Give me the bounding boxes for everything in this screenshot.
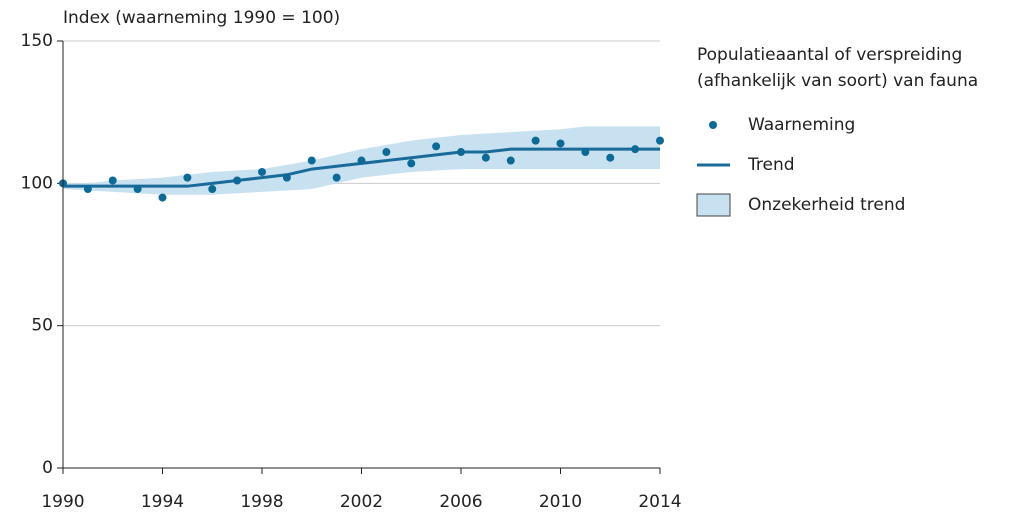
y-tick-label: 0 xyxy=(42,458,53,478)
observation-dot xyxy=(481,153,490,162)
observation-dot xyxy=(183,173,192,182)
observation-dot xyxy=(656,136,664,145)
observation-dot xyxy=(158,193,167,202)
observation-dot xyxy=(133,185,142,194)
x-tick-label: 1990 xyxy=(41,492,84,512)
legend-label: Waarneming xyxy=(748,115,855,135)
legend-dot xyxy=(709,121,717,129)
observation-dot xyxy=(332,173,341,182)
x-tick-label: 2006 xyxy=(439,492,482,512)
observation-dot xyxy=(506,156,515,165)
x-tick-label: 1998 xyxy=(240,492,283,512)
x-tick-label: 2010 xyxy=(539,492,582,512)
observation-dot xyxy=(307,156,316,165)
observation-dot xyxy=(407,159,416,168)
legend-label: Trend xyxy=(747,155,795,175)
observation-dot xyxy=(357,156,366,165)
y-tick-label: 100 xyxy=(21,173,53,193)
y-tick-label: 50 xyxy=(31,316,53,336)
observation-dot xyxy=(108,176,117,185)
legend-title: Populatieaantal of verspreiding (afhanke… xyxy=(697,45,979,91)
observation-dot xyxy=(606,153,615,162)
observation-dot xyxy=(282,173,291,182)
observation-dot xyxy=(556,139,565,148)
observation-dot xyxy=(631,145,640,154)
legend-label: Onzekerheid trend xyxy=(748,195,905,215)
observation-dot xyxy=(83,185,92,194)
x-tick-label: 1994 xyxy=(141,492,184,512)
observation-dot xyxy=(432,142,441,151)
observation-dot xyxy=(457,148,465,157)
observation-dot xyxy=(382,148,391,157)
y-axis-label: Index (waarneming 1990 = 100) xyxy=(63,8,340,28)
legend-band xyxy=(696,193,731,217)
observation-dot xyxy=(531,136,540,145)
x-tick-label: 2014 xyxy=(638,492,681,512)
x-tick-label: 2002 xyxy=(340,492,383,512)
y-tick-label: 150 xyxy=(21,31,53,51)
observation-dot xyxy=(258,167,266,176)
observation-dot xyxy=(233,176,242,185)
observation-dot xyxy=(208,185,217,194)
observation-dot xyxy=(581,148,590,157)
